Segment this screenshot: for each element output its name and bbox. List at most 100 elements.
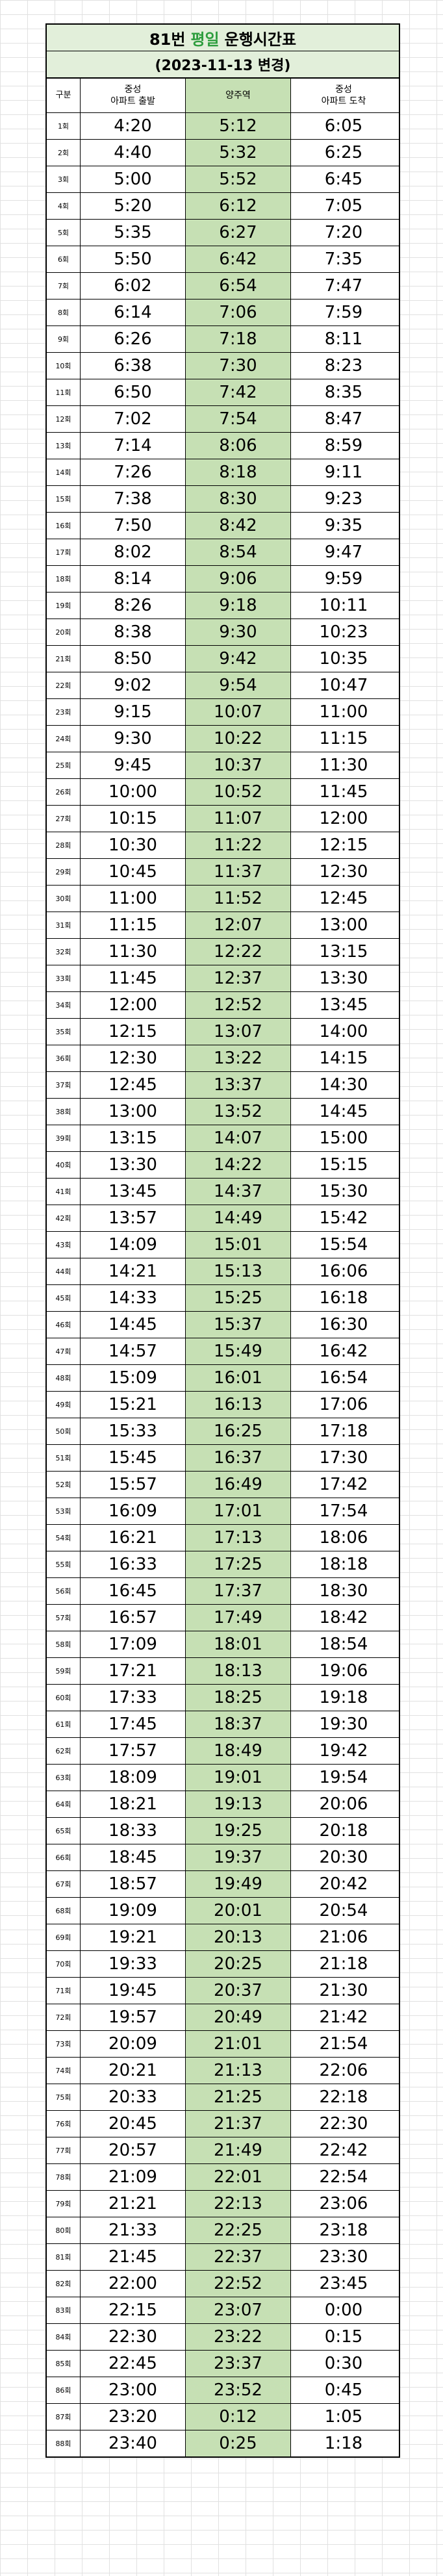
round-cell: 53회	[47, 1498, 81, 1524]
departure-time-cell: 5:20	[81, 193, 186, 219]
table-row: 87회 23:20 0:12 1:05	[47, 2404, 399, 2430]
round-cell: 11회	[47, 379, 81, 405]
round-cell: 73회	[47, 2031, 81, 2057]
arrival-time-cell: 22:06	[319, 2061, 368, 2080]
arrival-time-cell: 7:47	[324, 276, 363, 296]
yangju-time-cell: 17:49	[186, 1605, 291, 1631]
round-cell: 42회	[47, 1205, 81, 1231]
round-cell: 58회	[47, 1631, 81, 1657]
table-row: 76회 20:45 21:37 22:30	[47, 2111, 399, 2137]
arrival-time-cell: 20:18	[319, 1821, 368, 1841]
table-row: 66회 18:45 19:37 20:30	[47, 1844, 399, 1871]
table-row: 25회 9:45 10:37 11:30	[47, 752, 399, 779]
yangju-time-cell: 11:37	[186, 859, 291, 885]
departure-time-cell: 16:21	[81, 1525, 186, 1551]
arrival-time-cell: 9:11	[324, 463, 363, 482]
yangju-time-cell: 9:06	[186, 566, 291, 592]
arrival-time-cell: 21:18	[319, 1954, 368, 1974]
departure-time-cell: 12:15	[81, 1019, 186, 1045]
round-cell: 7회	[47, 273, 81, 299]
departure-time-cell: 7:26	[81, 459, 186, 485]
arrival-time-cell: 20:54	[319, 1901, 368, 1920]
departure-time-cell: 21:33	[81, 2217, 186, 2243]
round-cell: 25회	[47, 752, 81, 778]
table-row: 56회 16:45 17:37 18:30	[47, 1578, 399, 1605]
table-row: 18회 8:14 9:06 9:59	[47, 566, 399, 593]
departure-time-cell: 22:45	[81, 2351, 186, 2377]
departure-time-cell: 8:02	[81, 539, 186, 565]
round-cell: 30회	[47, 886, 81, 912]
arrival-time-cell: 1:18	[324, 2434, 363, 2453]
table-row: 27회 10:15 11:07 12:00	[47, 806, 399, 832]
round-cell: 23회	[47, 699, 81, 725]
yangju-time-cell: 11:22	[186, 832, 291, 858]
yangju-time-cell: 12:07	[186, 912, 291, 938]
yangju-time-cell: 10:07	[186, 699, 291, 725]
round-cell: 49회	[47, 1392, 81, 1418]
departure-time-cell: 5:00	[81, 166, 186, 192]
round-cell: 64회	[47, 1791, 81, 1817]
table-row: 82회 22:00 22:52 23:45	[47, 2271, 399, 2297]
departure-time-cell: 7:50	[81, 513, 186, 539]
round-cell: 67회	[47, 1871, 81, 1897]
table-row: 14회 7:26 8:18 9:11	[47, 459, 399, 486]
yangju-time-cell: 17:01	[186, 1498, 291, 1524]
table-row: 81회 21:45 22:37 23:30	[47, 2244, 399, 2271]
round-cell: 39회	[47, 1125, 81, 1151]
arrival-time-cell: 16:42	[319, 1342, 368, 1361]
departure-time-cell: 20:45	[81, 2111, 186, 2137]
arrival-time-cell: 0:15	[324, 2327, 363, 2347]
table-row: 72회 19:57 20:49 21:42	[47, 2004, 399, 2031]
arrival-time-cell: 22:30	[319, 2114, 368, 2134]
round-cell: 36회	[47, 1045, 81, 1071]
round-cell: 32회	[47, 939, 81, 965]
arrival-time-cell: 11:30	[319, 756, 368, 775]
departure-time-cell: 9:15	[81, 699, 186, 725]
table-row: 69회 19:21 20:13 21:06	[47, 1924, 399, 1951]
yangju-time-cell: 15:13	[186, 1258, 291, 1284]
yangju-time-cell: 18:25	[186, 1685, 291, 1711]
round-cell: 60회	[47, 1685, 81, 1711]
table-row: 70회 19:33 20:25 21:18	[47, 1951, 399, 1978]
round-cell: 35회	[47, 1019, 81, 1045]
round-cell: 37회	[47, 1072, 81, 1098]
arrival-time-cell: 9:35	[324, 516, 363, 535]
header-departure: 중성 아파트 출발	[81, 79, 186, 112]
yangju-time-cell: 22:13	[186, 2191, 291, 2217]
departure-time-cell: 10:45	[81, 859, 186, 885]
arrival-time-cell: 8:47	[324, 409, 363, 429]
arrival-time-cell: 9:59	[324, 569, 363, 589]
round-cell: 68회	[47, 1898, 81, 1924]
yangju-time-cell: 21:25	[186, 2084, 291, 2110]
arrival-time-cell: 10:35	[319, 649, 368, 669]
arrival-time-cell: 21:54	[319, 2034, 368, 2054]
round-cell: 16회	[47, 513, 81, 539]
table-row: 26회 10:00 10:52 11:45	[47, 779, 399, 806]
round-cell: 66회	[47, 1844, 81, 1870]
arrival-time-cell: 13:15	[319, 942, 368, 962]
table-row: 15회 7:38 8:30 9:23	[47, 486, 399, 513]
table-row: 5회 5:35 6:27 7:20	[47, 220, 399, 246]
departure-time-cell: 22:15	[81, 2297, 186, 2323]
round-cell: 72회	[47, 2004, 81, 2030]
round-cell: 77회	[47, 2137, 81, 2163]
arrival-time-cell: 22:54	[319, 2167, 368, 2187]
yangju-time-cell: 19:37	[186, 1844, 291, 1870]
departure-time-cell: 5:35	[81, 220, 186, 246]
arrival-time-cell: 17:18	[319, 1422, 368, 1441]
table-row: 79회 21:21 22:13 23:06	[47, 2191, 399, 2217]
table-row: 58회 17:09 18:01 18:54	[47, 1631, 399, 1658]
table-row: 73회 20:09 21:01 21:54	[47, 2031, 399, 2058]
arrival-time-cell: 14:00	[319, 1022, 368, 1041]
arrival-time-cell: 15:30	[319, 1182, 368, 1201]
round-cell: 38회	[47, 1099, 81, 1125]
round-cell: 12회	[47, 406, 81, 432]
departure-time-cell: 18:33	[81, 1818, 186, 1844]
table-row: 6회 5:50 6:42 7:35	[47, 246, 399, 273]
yangju-time-cell: 23:07	[186, 2297, 291, 2323]
arrival-time-cell: 14:15	[319, 1049, 368, 1068]
round-cell: 81회	[47, 2244, 81, 2270]
table-row: 22회 9:02 9:54 10:47	[47, 672, 399, 699]
table-row: 62회 17:57 18:49 19:42	[47, 1738, 399, 1765]
departure-time-cell: 17:21	[81, 1658, 186, 1684]
